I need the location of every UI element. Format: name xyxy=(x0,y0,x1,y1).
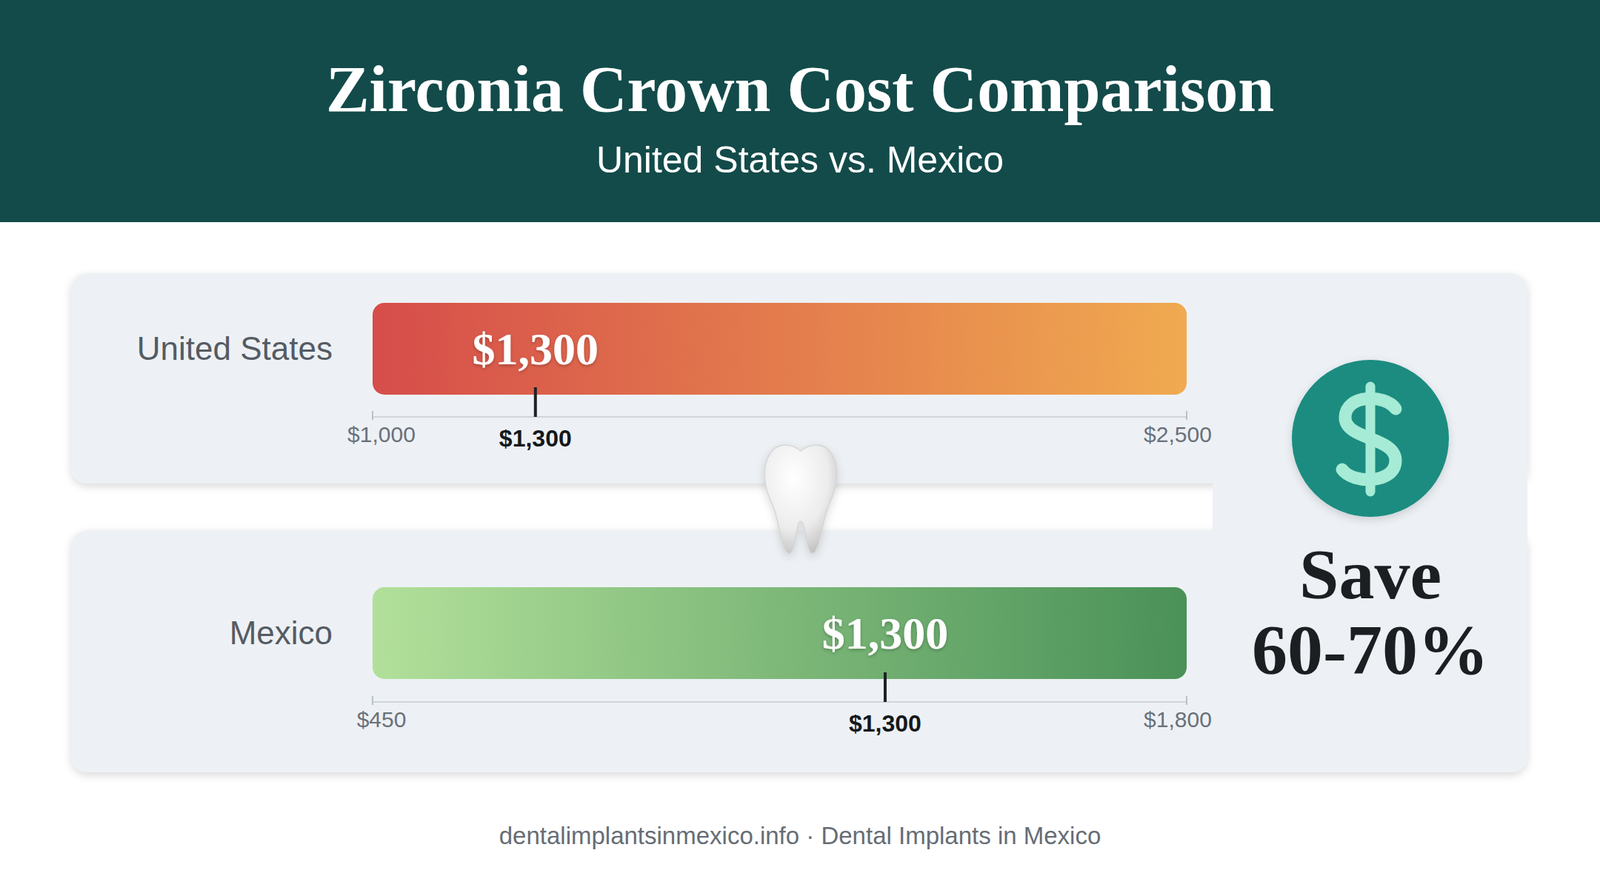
marker-label: $1,300 xyxy=(848,710,922,738)
tick-label: $1,800 xyxy=(1143,707,1212,732)
data-label: $1,300 xyxy=(822,608,949,659)
tick xyxy=(371,696,374,706)
value-marker xyxy=(883,672,887,703)
background xyxy=(0,0,1600,893)
marker-label: $1,300 xyxy=(499,425,572,452)
marks xyxy=(884,672,886,703)
axis-line xyxy=(372,701,1187,703)
tick-label: $1,000 xyxy=(347,422,416,447)
category-label: Mexico xyxy=(229,614,333,652)
chart: United States $1,000 $2,500 $1,300 $1,300 xyxy=(137,302,1212,452)
tooth-icon xyxy=(764,445,838,554)
marks xyxy=(534,387,536,418)
dollar-icon xyxy=(1342,398,1396,480)
title: Zirconia Crown Cost Comparison xyxy=(325,53,1275,126)
range-band xyxy=(372,587,1187,680)
dollar-icon xyxy=(1291,360,1449,518)
axis-line xyxy=(372,416,1187,418)
source: dentalimplantsinmexico.info · Dental Imp… xyxy=(499,822,1102,850)
data-label: $1,300 xyxy=(472,323,600,375)
header xyxy=(0,0,1600,223)
subtitle: United States vs. Mexico xyxy=(596,139,1004,181)
annotation-line: Save xyxy=(1299,534,1442,615)
chart-root: Zirconia Crown Cost Comparison United Sta… xyxy=(0,0,1600,893)
chart: Mexico $450 $1,800 $1,300 $1,300 xyxy=(229,587,1212,738)
annotation: Save60-70% xyxy=(1251,534,1489,690)
tick xyxy=(1185,696,1188,706)
value-marker xyxy=(534,387,538,418)
range-band xyxy=(372,302,1187,395)
tick xyxy=(371,411,374,420)
panel xyxy=(71,530,1528,773)
tick-label: $450 xyxy=(357,707,407,732)
annotation-line: 60-70% xyxy=(1251,610,1489,690)
category-label: United States xyxy=(137,330,333,367)
tick-label: $2,500 xyxy=(1143,422,1212,447)
tick xyxy=(1185,411,1188,420)
